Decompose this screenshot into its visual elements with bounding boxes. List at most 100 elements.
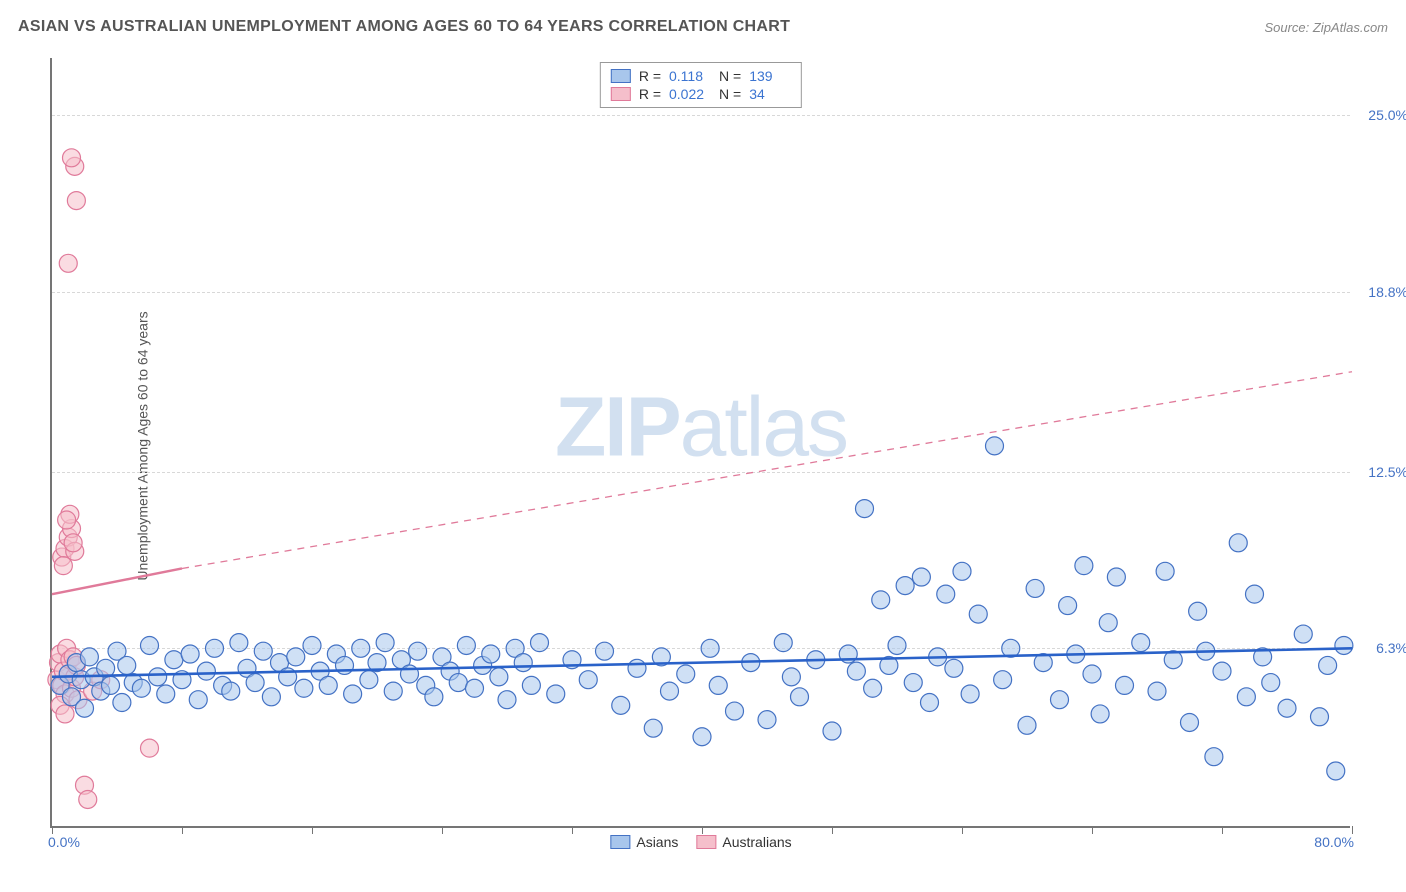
swatch-icon bbox=[611, 87, 631, 101]
data-point bbox=[1189, 602, 1207, 620]
data-point bbox=[352, 639, 370, 657]
data-point bbox=[612, 696, 630, 714]
data-point bbox=[1205, 748, 1223, 766]
x-max-label: 80.0% bbox=[1314, 834, 1354, 850]
data-point bbox=[1026, 579, 1044, 597]
data-point bbox=[969, 605, 987, 623]
data-point bbox=[58, 511, 76, 529]
data-point bbox=[709, 676, 727, 694]
x-tick bbox=[1222, 826, 1223, 834]
data-point bbox=[823, 722, 841, 740]
swatch-icon bbox=[696, 835, 716, 849]
data-point bbox=[986, 437, 1004, 455]
plot-area: ZIPatlas 6.3%12.5%18.8%25.0% R = 0.118 N… bbox=[50, 58, 1350, 828]
swatch-icon bbox=[610, 835, 630, 849]
data-point bbox=[661, 682, 679, 700]
data-point bbox=[262, 688, 280, 706]
data-point bbox=[514, 654, 532, 672]
x-min-label: 0.0% bbox=[48, 834, 80, 850]
data-point bbox=[189, 691, 207, 709]
data-point bbox=[1262, 674, 1280, 692]
legend-item-australians: Australians bbox=[696, 834, 791, 850]
data-point bbox=[230, 634, 248, 652]
data-point bbox=[774, 634, 792, 652]
data-point bbox=[937, 585, 955, 603]
data-point bbox=[54, 557, 72, 575]
data-point bbox=[206, 639, 224, 657]
data-point bbox=[596, 642, 614, 660]
chart-title: ASIAN VS AUSTRALIAN UNEMPLOYMENT AMONG A… bbox=[18, 18, 790, 36]
data-point bbox=[102, 676, 120, 694]
y-tick-label: 25.0% bbox=[1368, 107, 1406, 123]
data-point bbox=[118, 656, 136, 674]
legend-row-australians: R = 0.022 N = 34 bbox=[611, 85, 791, 103]
data-point bbox=[1051, 691, 1069, 709]
data-point bbox=[222, 682, 240, 700]
data-point bbox=[360, 671, 378, 689]
swatch-icon bbox=[611, 69, 631, 83]
data-point bbox=[896, 577, 914, 595]
data-point bbox=[1237, 688, 1255, 706]
data-point bbox=[149, 668, 167, 686]
data-point bbox=[295, 679, 313, 697]
data-point bbox=[758, 711, 776, 729]
data-point bbox=[522, 676, 540, 694]
data-point bbox=[1132, 634, 1150, 652]
data-point bbox=[1229, 534, 1247, 552]
data-point bbox=[791, 688, 809, 706]
data-point bbox=[1148, 682, 1166, 700]
x-tick bbox=[1352, 826, 1353, 834]
data-point bbox=[864, 679, 882, 697]
x-tick bbox=[572, 826, 573, 834]
data-point bbox=[677, 665, 695, 683]
x-tick bbox=[442, 826, 443, 834]
data-point bbox=[490, 668, 508, 686]
data-point bbox=[1018, 716, 1036, 734]
data-point bbox=[157, 685, 175, 703]
data-point bbox=[1091, 705, 1109, 723]
data-point bbox=[498, 691, 516, 709]
data-point bbox=[1294, 625, 1312, 643]
data-point bbox=[904, 674, 922, 692]
data-point bbox=[1213, 662, 1231, 680]
data-point bbox=[64, 534, 82, 552]
x-tick bbox=[182, 826, 183, 834]
data-point bbox=[912, 568, 930, 586]
data-point bbox=[344, 685, 362, 703]
data-point bbox=[1278, 699, 1296, 717]
data-point bbox=[287, 648, 305, 666]
data-point bbox=[628, 659, 646, 677]
data-point bbox=[141, 739, 159, 757]
data-point bbox=[701, 639, 719, 657]
data-point bbox=[303, 636, 321, 654]
x-tick bbox=[1092, 826, 1093, 834]
data-point bbox=[67, 192, 85, 210]
data-point bbox=[945, 659, 963, 677]
data-point bbox=[449, 674, 467, 692]
data-point bbox=[1327, 762, 1345, 780]
data-point bbox=[76, 699, 94, 717]
data-point bbox=[1335, 636, 1353, 654]
series-legend: Asians Australians bbox=[610, 834, 791, 850]
data-point bbox=[254, 642, 272, 660]
x-tick bbox=[832, 826, 833, 834]
data-point bbox=[384, 682, 402, 700]
data-point bbox=[856, 500, 874, 518]
data-point bbox=[782, 668, 800, 686]
data-point bbox=[409, 642, 427, 660]
data-point bbox=[1099, 614, 1117, 632]
data-point bbox=[113, 694, 131, 712]
data-point bbox=[141, 636, 159, 654]
r-value-australians: 0.022 bbox=[669, 86, 711, 102]
data-point bbox=[165, 651, 183, 669]
data-point bbox=[466, 679, 484, 697]
x-tick bbox=[52, 826, 53, 834]
r-value-asians: 0.118 bbox=[669, 68, 711, 84]
legend-item-asians: Asians bbox=[610, 834, 678, 850]
data-point bbox=[1083, 665, 1101, 683]
data-point bbox=[953, 562, 971, 580]
data-point bbox=[80, 648, 98, 666]
data-point bbox=[181, 645, 199, 663]
data-point bbox=[1311, 708, 1329, 726]
data-point bbox=[644, 719, 662, 737]
